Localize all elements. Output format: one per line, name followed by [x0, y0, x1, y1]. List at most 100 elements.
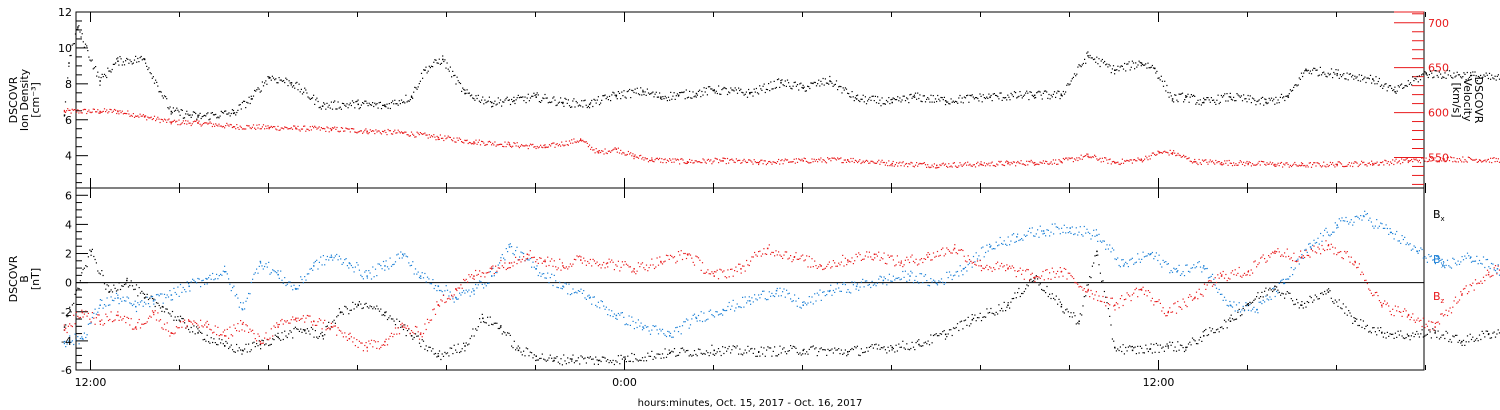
bx-series-sample [254, 346, 256, 348]
velocity-series-sample [402, 132, 404, 134]
velocity-series-sample [695, 160, 697, 162]
velocity-series-sample [1378, 164, 1380, 166]
density-series-sample [457, 80, 459, 82]
bx-series-sample [832, 352, 834, 354]
velocity-series-sample [1433, 159, 1435, 161]
density-series-sample [167, 107, 169, 109]
velocity-series-sample [247, 125, 249, 127]
bx-series-sample [511, 345, 513, 347]
bx-series-sample [384, 315, 386, 317]
density-series-sample [805, 90, 807, 92]
velocity-series-sample [1454, 160, 1456, 162]
density-series-sample [813, 81, 815, 83]
bx-series-sample [1494, 336, 1497, 338]
density-series-sample [625, 97, 627, 99]
bx-series-sample [1121, 350, 1123, 353]
bx-series-sample [412, 338, 414, 340]
velocity-series-sample [351, 128, 354, 130]
density-series-sample [1450, 75, 1452, 77]
bx-series-sample [1416, 330, 1418, 333]
velocity-series-sample [1330, 163, 1333, 165]
density-series-sample [1100, 60, 1102, 62]
bx-series-sample [1402, 337, 1404, 339]
velocity-series-point [1033, 161, 1036, 164]
density-series-sample [803, 86, 805, 88]
density-series-sample [321, 105, 324, 107]
velocity-series-sample [1001, 164, 1003, 166]
bx-series-sample [1211, 328, 1214, 330]
bx-series-sample [1266, 294, 1268, 296]
bx-series-sample [1461, 344, 1463, 346]
density-series-sample [78, 25, 80, 27]
density-series-sample [1445, 77, 1447, 79]
density-series-sample [864, 96, 866, 98]
bx-series-sample [656, 353, 658, 355]
density-series-sample [186, 110, 188, 112]
bx-series-sample [317, 337, 319, 339]
velocity-series-sample [872, 161, 874, 163]
density-series-sample [1464, 73, 1466, 75]
velocity-series-sample [259, 128, 261, 130]
density-series-sample [834, 83, 836, 85]
density-series-sample [125, 60, 127, 62]
bx-series-sample [719, 350, 721, 353]
bx-series-sample [1281, 292, 1283, 294]
density-series-sample [347, 107, 349, 109]
density-series-sample [1298, 77, 1300, 79]
velocity-series-sample [949, 166, 951, 168]
velocity-series-sample [1296, 165, 1298, 167]
bx-series-sample [823, 349, 825, 351]
velocity-series-sample [1237, 164, 1239, 166]
bx-series-sample [200, 331, 202, 333]
density-series-point [384, 105, 386, 107]
bx-series-sample [78, 288, 80, 290]
density-series-sample [577, 105, 579, 107]
velocity-series-sample [750, 160, 752, 162]
velocity-series-point [722, 160, 724, 162]
bx-series-point [1274, 285, 1276, 288]
velocity-series-sample [903, 165, 905, 167]
bx-series-sample [1006, 306, 1008, 308]
velocity-series-sample [627, 150, 629, 153]
density-series-sample [649, 93, 651, 95]
velocity-series-sample [654, 159, 656, 161]
bx-series-sample [378, 310, 381, 312]
velocity-series-sample [1293, 163, 1295, 165]
bx-series-sample [1073, 312, 1075, 314]
bx-series-sample [707, 352, 709, 354]
velocity-series-sample [839, 158, 841, 160]
bx-series-sample [1233, 319, 1235, 321]
density-series-sample [937, 94, 939, 97]
density-series-sample [748, 88, 750, 91]
density-series-sample [1148, 67, 1150, 69]
density-series-sample [225, 110, 227, 112]
bx-series-sample [672, 351, 674, 353]
density-series-sample [602, 95, 604, 97]
bx-series-point [1300, 304, 1303, 306]
velocity-series-sample [89, 111, 91, 113]
density-series-sample [1478, 76, 1481, 78]
b-tick-label: 4 [65, 218, 72, 231]
velocity-series-sample [1063, 158, 1066, 161]
density-series-sample [1349, 73, 1351, 75]
velocity-series-sample [803, 157, 805, 159]
bx-series-sample [649, 355, 652, 357]
bx-series-sample [1446, 332, 1449, 334]
bx-series-sample [659, 353, 661, 355]
density-series-sample [1338, 77, 1340, 79]
density-series-sample [462, 87, 464, 89]
density-series-sample [1317, 75, 1319, 77]
bx-series-sample [1322, 293, 1324, 296]
density-series-sample [1169, 92, 1171, 94]
density-series-sample [390, 102, 393, 104]
density-series-sample [1354, 75, 1356, 77]
velocity-series-sample [860, 162, 862, 165]
bx-series-sample [640, 359, 642, 362]
velocity-series-sample [950, 165, 952, 167]
density-series-sample [1429, 70, 1432, 72]
bx-series-sample [914, 349, 916, 351]
velocity-series-sample [775, 162, 777, 164]
velocity-series-sample [1452, 161, 1454, 163]
bx-series-sample [1205, 328, 1207, 331]
density-series-sample [881, 97, 883, 99]
